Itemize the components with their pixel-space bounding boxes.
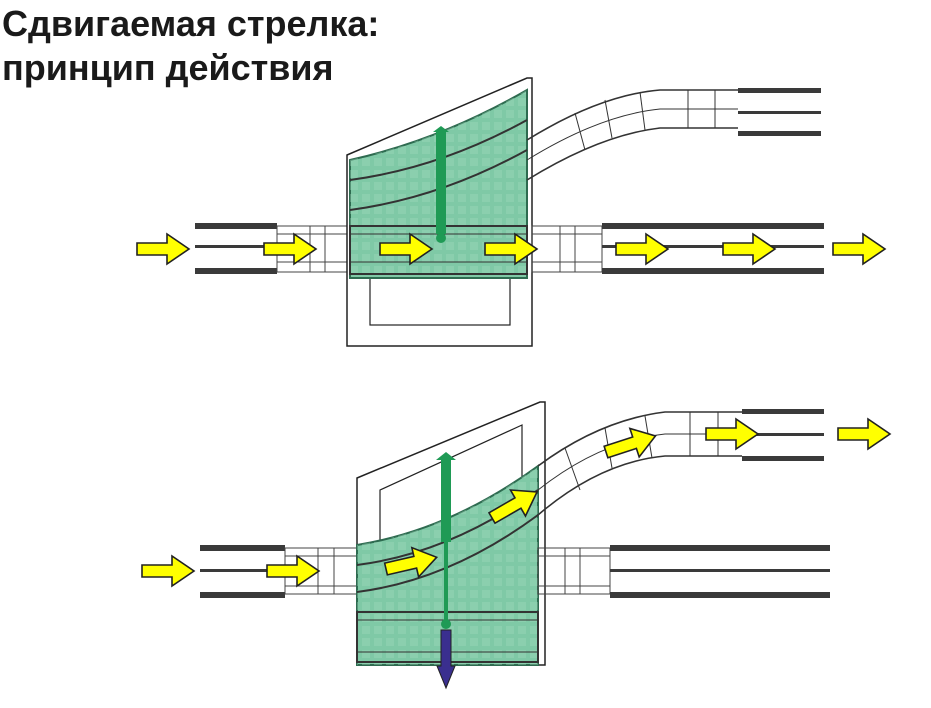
diverging-position-diagram [141,401,892,690]
arrow-right-icon [263,232,318,266]
rail-branch-top [742,409,824,414]
rail-left-middle [200,569,285,572]
title-line-2: принцип действия [2,47,334,88]
flow-arrows-diverging [141,417,892,588]
arrow-right-icon [383,546,439,579]
right-straight-rails [602,223,824,274]
rail-left-top [200,545,285,551]
rail-branch-bottom [738,131,821,136]
right-tray-segment [531,225,603,273]
arrow-right-icon [705,417,760,451]
actuator-rod [433,126,449,243]
left-rails [200,545,285,598]
arrow-right-icon [603,427,657,459]
title-line-1: Сдвигаемая стрелка: [2,3,380,44]
rail-right-middle [610,569,830,572]
right-tray-segment [537,547,611,595]
page-title: Сдвигаемая стрелка: принцип действия [2,2,379,90]
rail-left-top [195,223,277,229]
rail-branch-bottom [742,456,824,461]
arrow-right-icon [266,554,321,588]
rail-right-bottom [602,268,824,274]
rail-left-middle [195,245,277,248]
straight-position-diagram [136,77,887,347]
arrow-right-icon [136,232,191,266]
rail-branch-middle [742,433,824,436]
arrow-right-icon [722,232,777,266]
branch-rails [742,409,824,461]
rail-right-bottom [610,592,830,598]
rail-right-middle [602,245,824,248]
right-straight-rails [610,545,830,598]
rail-branch-middle [738,111,821,114]
rail-left-bottom [200,592,285,598]
arrow-right-icon [832,232,887,266]
rail-branch-top [738,88,821,93]
actuator-rod [436,452,456,629]
arrow-right-icon [615,232,670,266]
left-tray-segment [276,225,348,273]
arrow-right-icon [837,417,892,451]
rail-left-bottom [195,268,277,274]
rail-right-top [602,223,824,229]
arrow-down-icon [436,629,456,690]
arrow-right-icon [379,232,434,266]
left-rails [195,223,277,274]
curved-branch [526,89,738,181]
arrow-right-icon [487,489,539,525]
arrow-right-icon [484,232,539,266]
flow-arrows-straight [136,232,887,266]
arrow-right-icon [141,554,196,588]
branch-rails [738,88,821,136]
rail-right-top [610,545,830,551]
